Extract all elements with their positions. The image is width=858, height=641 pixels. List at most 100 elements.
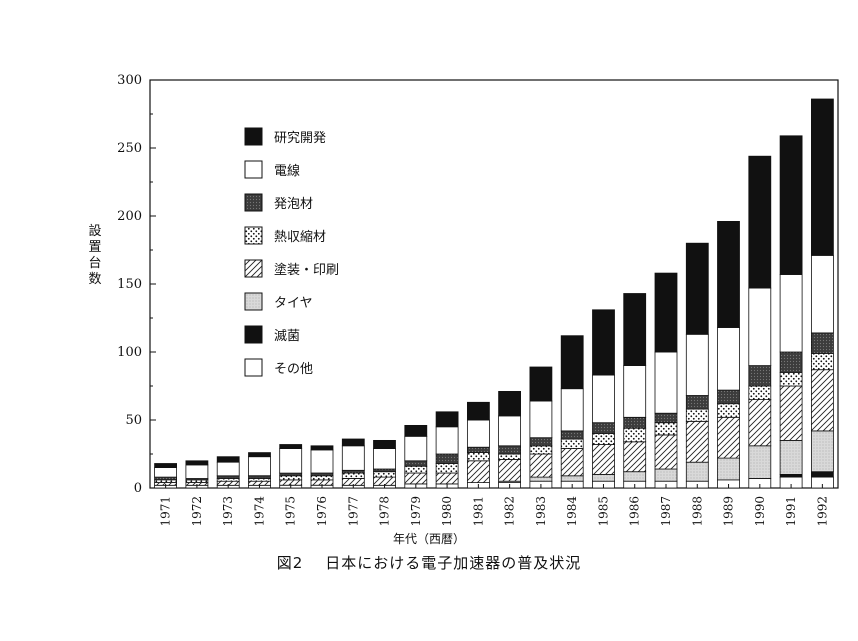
legend-swatch xyxy=(244,358,263,377)
y-tick-label: 50 xyxy=(125,413,142,428)
legend-label: 研究開発 xyxy=(274,131,326,146)
x-tick-label: 1975 xyxy=(284,496,298,527)
bar-segment xyxy=(435,411,459,428)
bar-segment xyxy=(529,437,553,447)
legend-label: 塗装・印刷 xyxy=(274,262,339,278)
x-tick-labels: 1971 1972 1973 1974 1975 1976 1977 1978 1979 1980… xyxy=(159,484,829,527)
bar-segment xyxy=(404,472,428,485)
bar-segment xyxy=(560,430,584,440)
bar-segment xyxy=(748,155,772,289)
bar-segment xyxy=(373,439,396,449)
bar-segment xyxy=(560,475,584,482)
legend-swatch xyxy=(244,226,263,245)
legend-label: 電線 xyxy=(274,163,300,179)
y-tick-label: 100 xyxy=(117,345,142,360)
bar-segment xyxy=(811,430,834,473)
x-tick-label: 1979 xyxy=(409,496,423,527)
bar-segment xyxy=(592,433,615,445)
bar-segment xyxy=(373,468,396,473)
bar-segment xyxy=(466,452,490,462)
x-tick-label: 1990 xyxy=(753,496,767,527)
bar-segment xyxy=(717,403,740,418)
bar-segment xyxy=(341,445,365,471)
bar-segment xyxy=(623,416,647,429)
bar-segment xyxy=(717,389,740,405)
x-tick-label: 1989 xyxy=(722,496,736,527)
bar-segment xyxy=(154,479,178,483)
bar-segment xyxy=(623,427,647,443)
legend-label: その他 xyxy=(274,362,313,377)
bar-segment xyxy=(529,445,553,455)
x-tick-label: 1986 xyxy=(628,496,642,527)
bar-segment xyxy=(310,472,334,477)
bar-segment xyxy=(654,412,678,424)
bar-segment xyxy=(154,476,178,481)
y-tick-label: 200 xyxy=(117,209,142,224)
bar-segment xyxy=(435,453,459,464)
x-tick-label: 1977 xyxy=(346,496,360,527)
x-tick-label: 1982 xyxy=(503,496,517,527)
legend-swatch xyxy=(244,259,263,278)
bar-segment xyxy=(185,460,209,466)
bar-segment xyxy=(685,333,709,396)
bar-segment xyxy=(779,473,803,478)
bar-segment xyxy=(779,439,803,475)
x-tick-label: 1980 xyxy=(440,496,454,527)
bar-segment xyxy=(216,461,240,477)
bar-segment xyxy=(654,468,678,482)
bar-segment xyxy=(560,438,584,449)
bar-segment xyxy=(279,475,303,481)
x-tick-label: 1988 xyxy=(690,496,704,527)
x-axis-label: 年代（西暦） xyxy=(392,532,465,546)
bar-segment xyxy=(404,435,428,462)
legend-label: 発泡材 xyxy=(274,197,313,212)
bar-segment xyxy=(529,476,553,482)
bar-segment xyxy=(685,408,709,422)
figure-number: 図2 xyxy=(276,554,304,572)
bar-segment xyxy=(560,448,584,477)
bar-segment xyxy=(498,445,522,455)
legend-swatch xyxy=(244,127,263,146)
bar-segment xyxy=(779,351,803,373)
bar-segment xyxy=(654,351,678,414)
y-tick-label: 0 xyxy=(134,481,142,496)
x-tick-label: 1985 xyxy=(596,496,610,527)
legend-label: 滅菌 xyxy=(274,329,300,344)
figure-caption: 図2 日本における電子加速器の普及状況 xyxy=(0,552,858,573)
bar-segment xyxy=(748,445,772,479)
bar-segment xyxy=(654,422,678,436)
bar-segment xyxy=(717,327,740,391)
legend-swatch xyxy=(244,193,263,212)
bar-segment xyxy=(685,395,709,410)
bar-segment xyxy=(811,471,834,478)
bar-segment xyxy=(748,399,772,447)
bar-segment xyxy=(748,385,772,401)
bar-segment xyxy=(279,444,303,449)
x-tick-label: 1984 xyxy=(565,496,579,527)
bar-segment xyxy=(466,419,490,448)
bar-segment xyxy=(498,390,522,417)
y-axis-label: 設置台数 xyxy=(88,224,102,287)
bar-segment xyxy=(466,446,490,454)
bar-segment xyxy=(529,400,553,439)
x-tick-label: 1973 xyxy=(221,496,235,527)
legend-label: 熱収縮材 xyxy=(274,229,326,245)
x-tick-label: 1991 xyxy=(784,496,798,527)
bar-segment xyxy=(248,478,271,482)
bar-segment xyxy=(404,465,428,474)
bar-segment xyxy=(404,424,428,437)
bar-segment xyxy=(779,371,803,387)
bar-segment xyxy=(248,452,271,458)
bar-segment xyxy=(592,374,615,424)
bar-segment xyxy=(435,472,459,485)
bar-segment xyxy=(811,98,834,256)
y-tick-label: 150 xyxy=(117,277,142,292)
figure-title: 日本における電子加速器の普及状況 xyxy=(325,554,582,572)
x-tick-label: 1987 xyxy=(659,496,673,527)
bar-segment xyxy=(811,254,834,334)
bar-segment xyxy=(435,463,459,474)
bar-segment xyxy=(404,460,428,467)
bar-segment xyxy=(498,458,522,482)
